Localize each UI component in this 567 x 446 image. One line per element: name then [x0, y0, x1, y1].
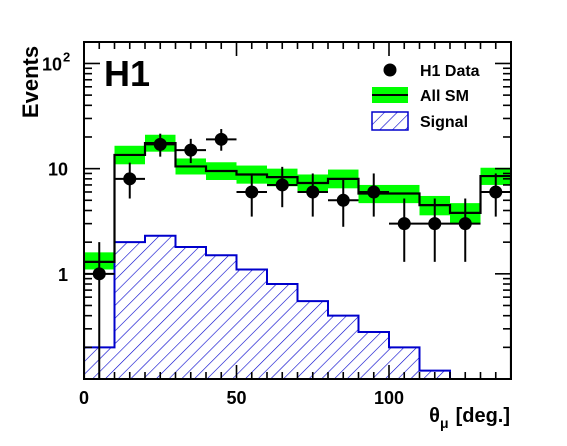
sm-step-line	[84, 141, 511, 379]
plot-area	[84, 129, 511, 379]
data-point	[153, 137, 167, 151]
legend-hatch-signal	[371, 111, 409, 131]
y-tick-label: 10	[42, 54, 62, 74]
x-axis-unit: [deg.]	[456, 405, 510, 427]
x-axis-subscript: μ	[440, 415, 449, 431]
x-tick-label: 100	[374, 388, 404, 408]
data-point	[489, 185, 503, 199]
data-point	[428, 217, 442, 231]
data-point	[336, 193, 350, 207]
y-tick-label: 10	[48, 160, 68, 180]
signal-bin	[145, 235, 176, 379]
data-point	[245, 185, 259, 199]
experiment-label: H1	[104, 53, 150, 94]
data-point	[367, 185, 381, 199]
signal-bin	[267, 284, 298, 379]
y-axis-label: Events	[18, 46, 43, 118]
signal-bin	[114, 242, 145, 379]
legend-label-sm: All SM	[420, 88, 469, 105]
x-tick-label: 0	[79, 388, 89, 408]
signal-bin	[175, 246, 206, 379]
x-axis-symbol: θ	[429, 405, 440, 427]
signal-bin	[328, 315, 359, 379]
data-point	[397, 217, 411, 231]
x-axis-label: θμ [deg.]	[429, 405, 510, 431]
data-point	[458, 217, 472, 231]
legend-label-signal: Signal	[420, 114, 468, 131]
legend-label-data: H1 Data	[420, 63, 480, 80]
data-point	[123, 172, 137, 186]
legend-marker-data	[383, 63, 397, 77]
signal-bin	[358, 331, 389, 379]
x-tick-label: 50	[226, 388, 246, 408]
data-point	[214, 132, 228, 146]
data-point	[275, 178, 289, 192]
y-tick-label: 1	[58, 265, 68, 285]
signal-bin	[297, 301, 328, 379]
data-point	[306, 185, 320, 199]
legend: H1 Data All SM Signal	[371, 63, 480, 131]
y-tick-label-exponent: 2	[63, 49, 70, 64]
signal-outline	[84, 234, 451, 379]
data-point	[184, 143, 198, 157]
signal-bin	[236, 269, 267, 379]
signal-bin	[206, 255, 237, 379]
